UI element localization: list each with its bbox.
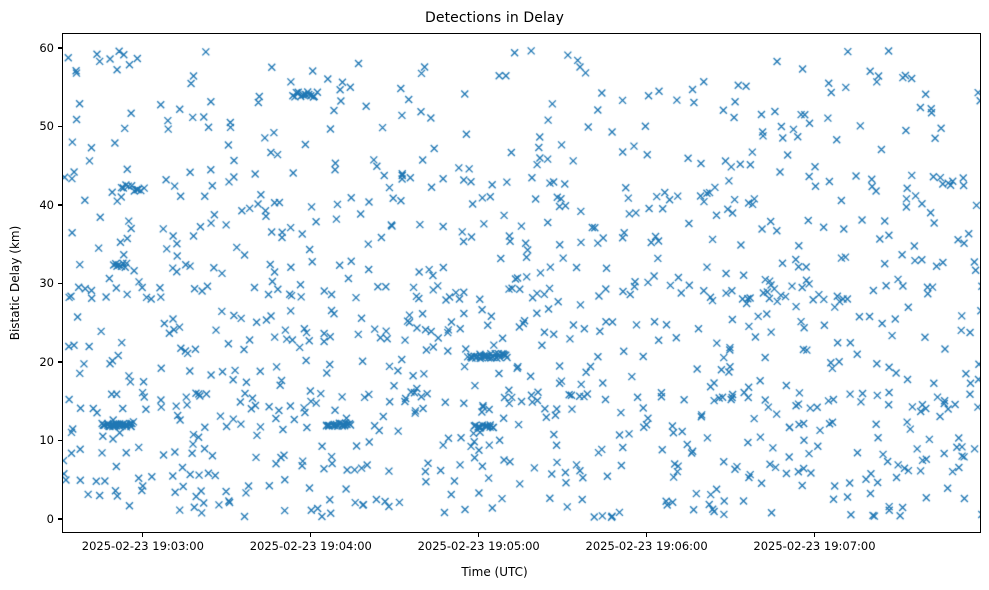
x-tick-label: 2025-02-23 19:05:00 bbox=[417, 539, 540, 553]
x-tick-mark bbox=[310, 533, 312, 537]
plot-area bbox=[62, 33, 981, 533]
x-tick-label: 2025-02-23 19:03:00 bbox=[81, 539, 204, 553]
x-tick-label: 2025-02-23 19:04:00 bbox=[249, 539, 372, 553]
x-axis-label: Time (UTC) bbox=[461, 565, 528, 579]
x-tick-label: 2025-02-23 19:07:00 bbox=[753, 539, 876, 553]
x-tick-mark bbox=[813, 533, 816, 537]
x-tick-mark bbox=[646, 533, 648, 537]
page-title: Detections in Delay bbox=[424, 10, 564, 26]
scatter-plot bbox=[63, 34, 980, 532]
y-axis-label: Bistatic Delay (km) bbox=[8, 225, 22, 341]
x-tick-label: 2025-02-23 19:06:00 bbox=[585, 539, 708, 553]
x-tick-mark bbox=[478, 533, 480, 537]
x-tick-mark bbox=[142, 533, 144, 537]
